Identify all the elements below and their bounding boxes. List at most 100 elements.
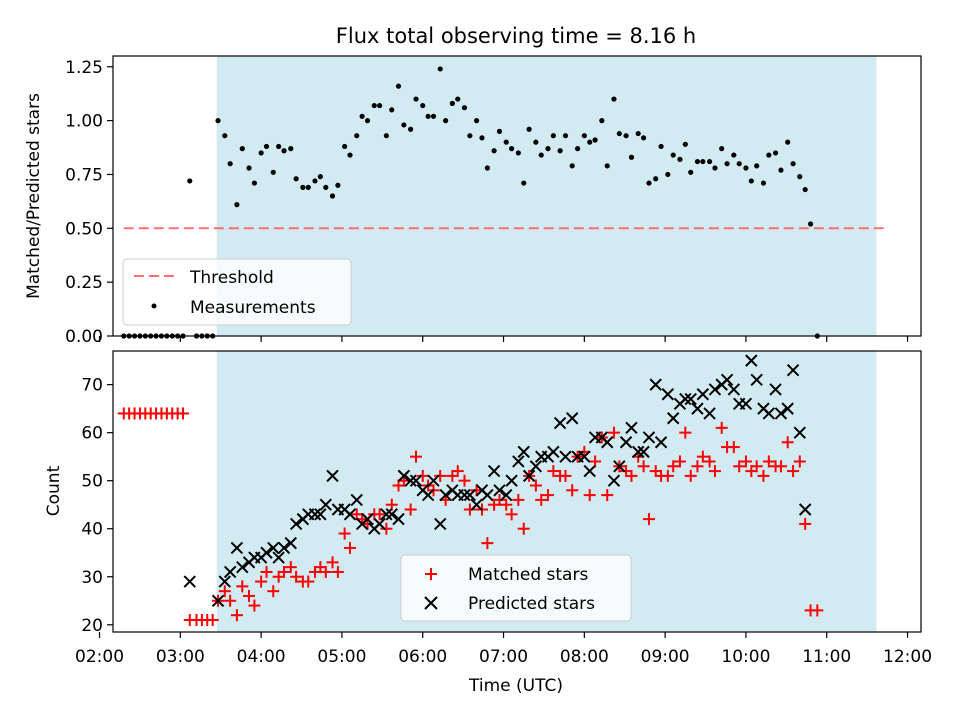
predicted-point: [642, 431, 656, 444]
predicted-point: [613, 460, 626, 473]
matched-point: [667, 460, 680, 473]
predicted-point: [553, 416, 567, 430]
measurement-point: [515, 150, 521, 156]
measurement-point: [222, 133, 228, 139]
matched-point: [696, 450, 709, 463]
predicted-point: [272, 551, 285, 564]
predicted-point: [500, 488, 513, 502]
matched-point: [750, 460, 763, 473]
bottom-panel: 20 30 40 50 60 70 02:00 03:00 04:00 05:00 06:00 07…: [44, 350, 932, 696]
measurement-point: [413, 96, 419, 102]
predicted-point: [578, 450, 591, 463]
matched-point: [529, 479, 542, 492]
bottom-plot-frame: [112, 350, 922, 633]
measurement-point: [706, 158, 713, 165]
measurement-point: [288, 146, 294, 152]
measurement-point: [312, 178, 318, 184]
predicted-point: [667, 412, 680, 425]
matched-point: [380, 522, 393, 535]
matched-point: [267, 585, 280, 598]
measurement-point: [496, 128, 503, 134]
predicted-point: [314, 508, 327, 521]
predicted-point: [684, 392, 697, 406]
matched-point: [290, 570, 303, 583]
predicted-point: [781, 402, 794, 415]
matched-point: [344, 541, 357, 554]
predicted-point: [619, 436, 633, 449]
predicted-point: [517, 445, 530, 459]
predicted-point: [427, 474, 440, 487]
predicted-point: [547, 445, 560, 459]
matched-point: [684, 469, 697, 482]
measurement-point: [694, 158, 701, 165]
matched-point: [535, 493, 548, 506]
measurement-point: [300, 184, 306, 190]
chart-title: Flux total observing time = 8.16 h: [336, 24, 696, 48]
x-axis-label: Time (UTC): [468, 676, 563, 696]
y-tick-label: 30: [81, 568, 103, 588]
measurement-point: [807, 221, 814, 227]
measurement-point: [658, 143, 664, 150]
x-tick-label: 03:00: [156, 647, 205, 667]
matched-point: [331, 565, 344, 578]
matched-point: [243, 589, 256, 602]
predicted-point: [289, 517, 303, 531]
measurement-point: [538, 152, 544, 158]
measurement-point: [383, 133, 389, 139]
predicted-point: [284, 536, 297, 550]
matched-point: [517, 522, 530, 535]
measurement-point: [246, 165, 252, 171]
predicted-point: [230, 541, 244, 555]
matched-point: [787, 465, 800, 478]
measurement-point: [521, 180, 527, 186]
measurement-point: [509, 146, 515, 152]
measurement-point: [802, 186, 808, 193]
matched-point: [691, 460, 704, 473]
predicted-point: [439, 488, 452, 502]
matched-point: [547, 465, 560, 478]
legend-threshold-label: Threshold: [189, 268, 274, 288]
matched-point: [799, 517, 812, 530]
matched-point: [410, 450, 422, 463]
bottom-x-axis: 02:00 03:00 04:00 05:00 06:00 07:00 08:00 09:00…: [75, 632, 932, 667]
measurement-point: [371, 102, 377, 109]
measurement-point: [347, 152, 353, 158]
matched-point: [811, 604, 824, 617]
predicted-point: [762, 407, 776, 420]
matched-point: [284, 561, 297, 574]
top-panel: 0.00 0.25 0.50 0.75 1.00 1.25 Matched/Predict…: [24, 55, 922, 347]
matched-point: [774, 460, 787, 473]
matched-point: [302, 575, 315, 588]
predicted-point: [566, 412, 579, 425]
matched-point: [248, 599, 261, 612]
predicted-point: [421, 488, 435, 502]
matched-point: [260, 565, 273, 578]
matched-point: [703, 455, 716, 468]
measurement-point: [682, 141, 688, 147]
measurement-point: [342, 143, 348, 150]
matched-point: [278, 565, 291, 578]
measurement-point: [772, 150, 779, 156]
matched-point: [757, 469, 770, 482]
predicted-point: [373, 517, 386, 531]
matched-point: [481, 537, 494, 550]
measurement-point: [646, 180, 652, 186]
measurement-point: [557, 148, 563, 154]
measurement-point: [187, 178, 193, 184]
predicted-point: [434, 517, 447, 531]
predicted-point: [607, 474, 621, 487]
measurement-point: [425, 113, 431, 119]
matched-point: [206, 613, 219, 626]
y-tick-label: 50: [81, 472, 103, 492]
predicted-point: [661, 388, 675, 401]
measurement-point: [455, 96, 461, 102]
y-tick-label: 20: [81, 616, 103, 636]
matched-point: [583, 489, 596, 502]
predicted-point: [236, 560, 249, 574]
predicted-point: [277, 541, 291, 555]
matched-point: [500, 498, 513, 511]
predicted-point: [739, 397, 753, 411]
predicted-point: [793, 426, 807, 439]
predicted-point: [679, 392, 692, 406]
predicted-point: [786, 364, 800, 377]
